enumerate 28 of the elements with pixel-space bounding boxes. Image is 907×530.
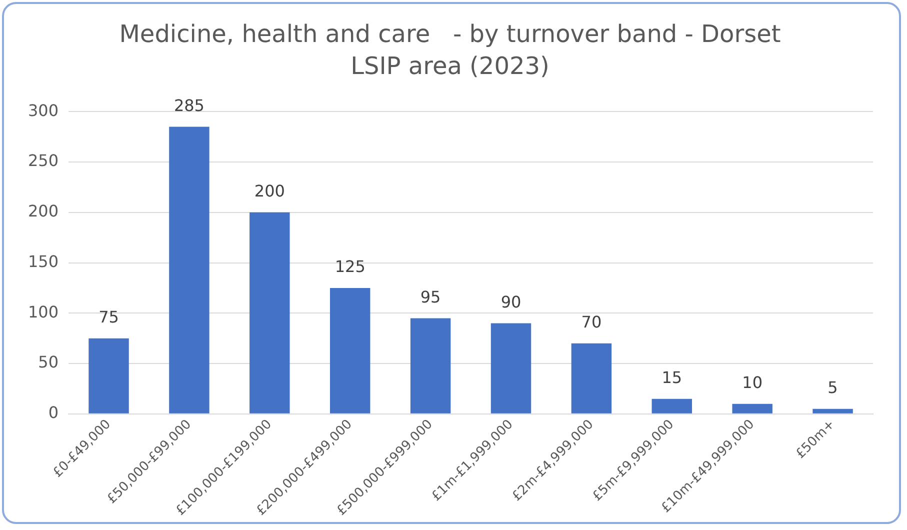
data-label: 15 xyxy=(662,368,682,387)
y-tick-label: 50 xyxy=(38,352,59,372)
data-label: 10 xyxy=(742,373,763,392)
y-tick-label: 100 xyxy=(28,302,59,322)
bar xyxy=(250,212,290,414)
data-label: 5 xyxy=(828,378,838,398)
data-label: 95 xyxy=(420,287,441,306)
bar xyxy=(410,318,451,414)
chart-title: Medicine, health and care - by turnover band - Dorset LSIP area (2023) xyxy=(118,19,782,82)
y-tick-label: 200 xyxy=(28,202,59,221)
bar xyxy=(330,288,370,414)
bar xyxy=(88,338,129,414)
y-tick-label: 250 xyxy=(28,151,59,170)
bar xyxy=(169,126,210,414)
bar xyxy=(652,398,692,414)
bar xyxy=(732,404,772,414)
data-label: 90 xyxy=(500,292,522,312)
bar xyxy=(812,408,853,414)
y-tick-label: 150 xyxy=(28,252,59,271)
data-label: 75 xyxy=(98,308,119,327)
y-tick-label: 0 xyxy=(48,403,59,422)
bar xyxy=(490,323,532,414)
data-label: 285 xyxy=(174,96,204,115)
data-label: 125 xyxy=(334,257,366,276)
data-label: 70 xyxy=(581,312,602,332)
data-label: 200 xyxy=(254,182,285,201)
bar xyxy=(571,343,612,414)
y-tick-label: 300 xyxy=(28,100,59,120)
